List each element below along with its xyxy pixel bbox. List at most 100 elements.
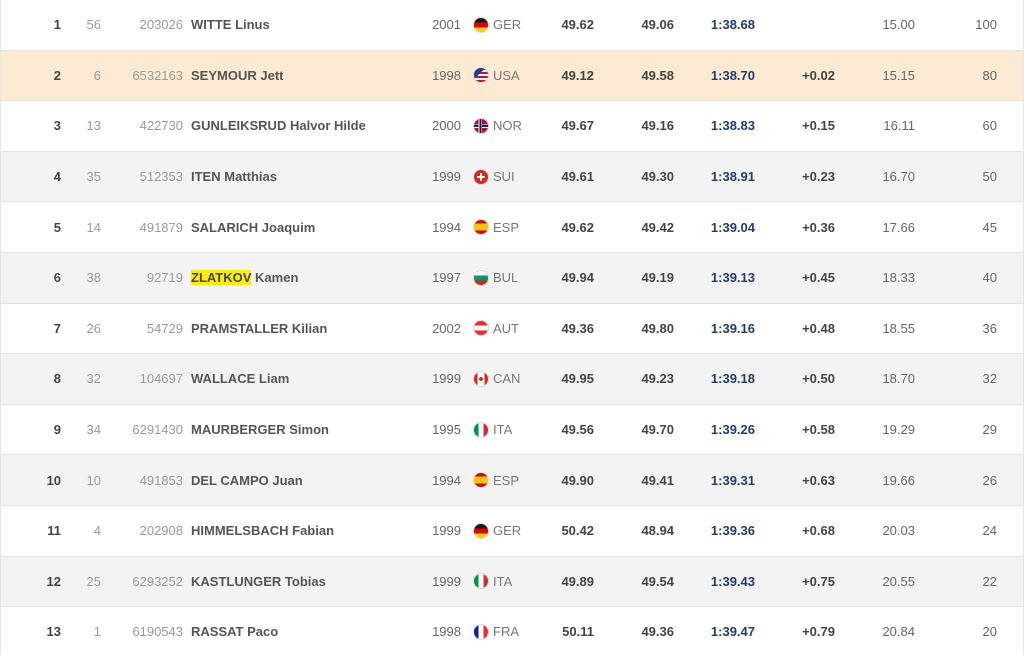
germany-flag-icon [473, 522, 489, 539]
cup-points-cell: 26 [982, 472, 997, 488]
nation-code-cell: ESP [493, 472, 520, 488]
athlete-firstname: Matthias [224, 169, 277, 185]
time-diff-cell: +0.36 [802, 219, 835, 235]
result-row[interactable]: 6 38 92719 ZLATKOV Kamen 1997 BUL 49.94 … [0, 252, 1024, 304]
cup-points-cell: 60 [982, 118, 997, 134]
result-row[interactable]: 7 26 54729 PRAMSTALLER Kilian 2002 AUT 4… [0, 303, 1024, 355]
birth-year-cell: 1994 [432, 219, 461, 235]
birth-year-cell: 1994 [432, 472, 461, 488]
rank-cell: 13 [46, 624, 61, 640]
cup-points-cell: 50 [982, 169, 997, 185]
cup-points-cell: 36 [982, 320, 997, 336]
fis-code-cell: 92719 [146, 270, 183, 286]
athlete-name-link[interactable]: DEL CAMPO Juan [191, 455, 421, 505]
time-diff-cell: +0.23 [802, 169, 835, 185]
athlete-name-link[interactable]: RASSAT Paco [191, 607, 421, 655]
time-diff-cell: +0.63 [802, 472, 835, 488]
result-row[interactable]: 11 4 202908 HIMMELSBACH Fabian 1999 GER … [0, 505, 1024, 557]
fis-code-cell: 54729 [146, 320, 183, 336]
cup-points-cell: 45 [982, 219, 997, 235]
fis-points-cell: 15.00 [882, 17, 915, 33]
result-row[interactable]: 3 13 422730 GUNLEIKSRUD Halvor Hilde 200… [0, 101, 1024, 152]
nation-code-cell: GER [493, 17, 522, 33]
run1-time-cell: 50.11 [562, 624, 594, 640]
bib-cell: 14 [86, 219, 101, 235]
total-time-cell: 1:38.68 [710, 17, 755, 33]
time-diff-cell: +0.79 [802, 624, 835, 640]
athlete-surname: DEL CAMPO [191, 472, 269, 488]
result-row[interactable]: 10 10 491853 DEL CAMPO Juan 1994 ESP 49.… [0, 455, 1024, 506]
run2-time-cell: 49.41 [641, 472, 674, 488]
time-diff-cell: +0.50 [802, 371, 835, 387]
bib-cell: 13 [86, 118, 101, 134]
fis-points-cell: 18.33 [882, 270, 915, 286]
nation-code-cell: CAN [493, 371, 521, 387]
athlete-name-link[interactable]: SALARICH Joaquim [191, 202, 421, 252]
athlete-firstname: Tobias [284, 573, 326, 589]
run1-time-cell: 49.94 [561, 270, 594, 286]
athlete-name-link[interactable]: MAURBERGER Simon [191, 405, 421, 455]
athlete-firstname: Paco [247, 624, 279, 640]
rank-cell: 7 [53, 320, 61, 336]
fis-points-cell: 20.03 [882, 523, 915, 539]
nation-code-cell: SUI [493, 169, 515, 185]
france-flag-icon [473, 623, 489, 640]
rank-cell: 12 [46, 573, 61, 589]
athlete-name-link[interactable]: SEYMOUR Jett [191, 51, 421, 101]
result-row[interactable]: 12 25 6293252 KASTLUNGER Tobias 1999 ITA… [0, 556, 1024, 608]
result-row[interactable]: 4 35 512353 ITEN Matthias 1999 SUI 49.61… [0, 151, 1024, 203]
athlete-name-link[interactable]: KASTLUNGER Tobias [191, 557, 421, 607]
athlete-name-link[interactable]: PRAMSTALLER Kilian [191, 304, 421, 354]
birth-year-cell: 2000 [432, 118, 461, 134]
cup-points-cell: 20 [982, 624, 997, 640]
athlete-surname: SEYMOUR [191, 67, 257, 83]
run2-time-cell: 49.16 [641, 118, 674, 134]
fis-points-cell: 16.70 [882, 169, 915, 185]
athlete-name-link[interactable]: WITTE Linus [191, 0, 421, 50]
result-row[interactable]: 8 32 104697 WALLACE Liam 1999 CAN 49.95 … [0, 354, 1024, 405]
run2-time-cell: 49.42 [641, 219, 674, 235]
total-time-cell: 1:39.43 [710, 573, 755, 589]
result-row[interactable]: 5 14 491879 SALARICH Joaquim 1994 ESP 49… [0, 202, 1024, 253]
result-row[interactable]: 1 56 203026 WITTE Linus 2001 GER 49.62 4… [0, 0, 1024, 51]
birth-year-cell: 1999 [432, 573, 461, 589]
run1-time-cell: 49.12 [561, 67, 594, 83]
result-row[interactable]: 9 34 6291430 MAURBERGER Simon 1995 ITA 4… [0, 404, 1024, 456]
rank-cell: 2 [53, 67, 61, 83]
cup-points-cell: 32 [982, 371, 997, 387]
athlete-name-link[interactable]: GUNLEIKSRUD Halvor Hilde [191, 101, 421, 151]
rank-cell: 1 [53, 17, 61, 33]
rank-cell: 4 [53, 169, 61, 185]
athlete-firstname: Simon [289, 422, 329, 438]
total-time-cell: 1:39.36 [710, 523, 755, 539]
athlete-firstname: Linus [235, 17, 270, 33]
fis-code-cell: 6291430 [132, 422, 183, 438]
bib-cell: 4 [93, 523, 101, 539]
total-time-cell: 1:39.13 [710, 270, 755, 286]
athlete-name-link[interactable]: ITEN Matthias [191, 152, 421, 202]
result-row[interactable]: 2 6 6532163 SEYMOUR Jett 1998 USA 49.12 … [0, 50, 1024, 102]
birth-year-cell: 2002 [432, 320, 461, 336]
run1-time-cell: 49.36 [561, 320, 594, 336]
nation-code-cell: NOR [493, 118, 522, 134]
fis-code-cell: 422730 [139, 118, 183, 134]
athlete-firstname: Juan [272, 472, 303, 488]
athlete-surname: WALLACE [191, 371, 256, 387]
birth-year-cell: 2001 [432, 17, 461, 33]
fis-code-cell: 6190543 [132, 624, 183, 640]
nation-code-cell: FRA [493, 624, 519, 640]
austria-flag-icon [473, 320, 489, 337]
result-row[interactable]: 13 1 6190543 RASSAT Paco 1998 FRA 50.11 … [0, 607, 1024, 655]
athlete-name-link[interactable]: HIMMELSBACH Fabian [191, 506, 421, 556]
fis-points-cell: 16.11 [883, 118, 915, 134]
fis-points-cell: 15.15 [882, 67, 915, 83]
birth-year-cell: 1999 [432, 523, 461, 539]
athlete-surname: RASSAT [191, 624, 244, 640]
fis-points-cell: 20.55 [882, 573, 915, 589]
bib-cell: 35 [86, 169, 101, 185]
athlete-name-link[interactable]: WALLACE Liam [191, 354, 421, 404]
athlete-name-link[interactable]: ZLATKOV Kamen [191, 253, 421, 303]
total-time-cell: 1:39.31 [710, 472, 755, 488]
fis-points-cell: 19.66 [882, 472, 915, 488]
fis-code-cell: 512353 [139, 169, 183, 185]
